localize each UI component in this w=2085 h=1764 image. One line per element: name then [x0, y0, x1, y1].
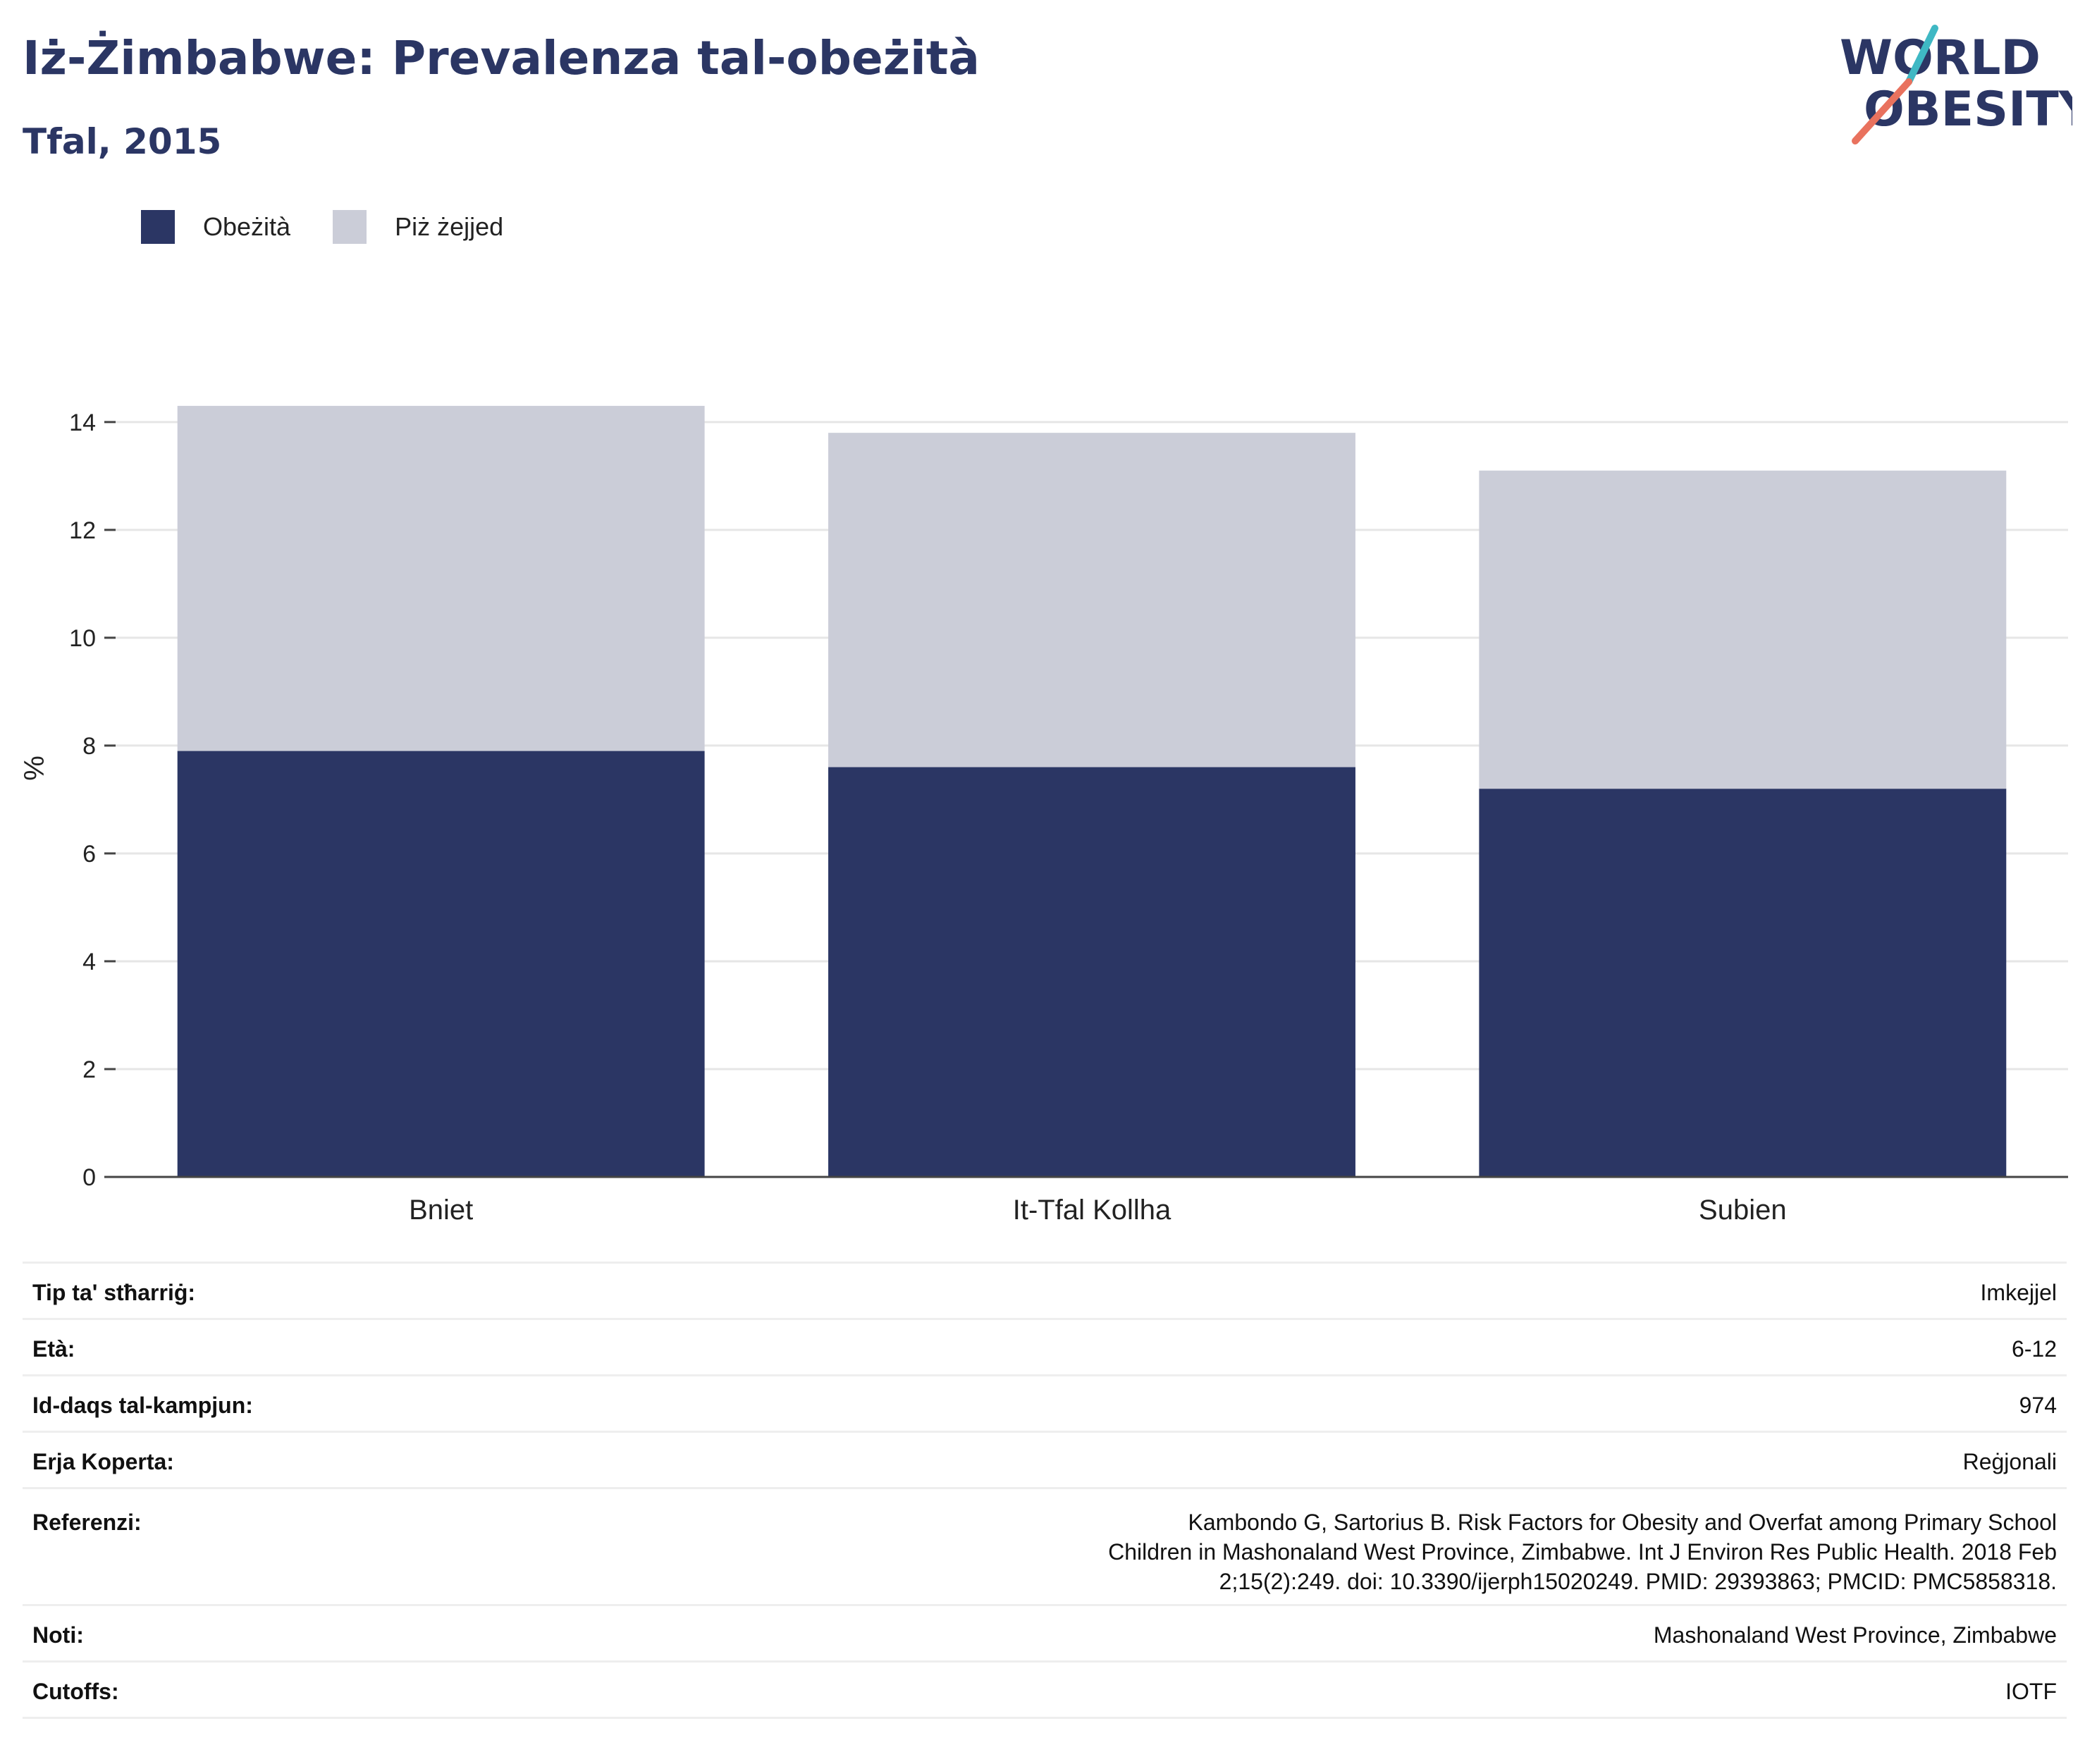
y-tick-label: 2 — [82, 1056, 96, 1083]
legend-item-obese[interactable]: Obeżità — [141, 210, 290, 244]
bar-obese — [177, 751, 705, 1177]
details-row: Età: 6-12 — [23, 1319, 2067, 1376]
bar-overweight — [177, 405, 705, 751]
logo-slash-top — [1905, 25, 1938, 85]
details-value: Kambondo G, Sartorius B. Risk Factors fo… — [1108, 1510, 2057, 1594]
x-tick-label: Bniet — [409, 1195, 473, 1226]
details-label: Referenzi: — [32, 1510, 142, 1535]
x-tick-label: Subien — [1699, 1195, 1787, 1226]
logo-slash-bottom — [1852, 78, 1912, 144]
legend-item-overweight[interactable]: Piż żejjed — [333, 210, 503, 244]
details-row: Referenzi: Kambondo G, Sartorius B. Risk … — [23, 1488, 2067, 1605]
details-value: 6-12 — [2011, 1336, 2057, 1362]
details-value: 974 — [2019, 1393, 2057, 1418]
y-tick-label: 14 — [69, 409, 96, 436]
details-label: Erja Koperta: — [32, 1449, 174, 1474]
bar-overweight — [1479, 470, 2007, 789]
logo-text-world: WORLD — [1840, 30, 2041, 86]
y-tick-label: 0 — [82, 1164, 96, 1191]
chart-subtitle: Tfal, 2015 — [23, 121, 222, 162]
details-value: Reġjonali — [1962, 1449, 2057, 1474]
details-label: Tip ta' stħarriġ: — [32, 1280, 196, 1305]
y-tick-label: 4 — [82, 949, 96, 975]
details-row: Id-daqs tal-kampjun: 974 — [23, 1375, 2067, 1432]
details-value: Imkejjel — [1980, 1280, 2057, 1305]
bar-obese — [1479, 789, 2007, 1177]
survey-details-table: Tip ta' stħarriġ: Imkejjel Età: 6-12 Id-daqs… — [23, 1262, 2067, 1719]
details-value: Mashonaland West Province, Zimbabwe — [1653, 1622, 2057, 1648]
bar-overweight — [828, 433, 1355, 767]
legend-swatch-overweight — [333, 210, 367, 244]
details-row: Erja Koperta: Reġjonali — [23, 1431, 2067, 1488]
details-row: Cutoffs: IOTF — [23, 1661, 2067, 1718]
details-value: IOTF — [2005, 1679, 2057, 1704]
legend-label-obese: Obeżità — [203, 212, 291, 241]
y-tick-label: 12 — [69, 517, 96, 544]
x-tick-label: It-Tfal Kollha — [1013, 1195, 1171, 1226]
y-tick-label: 8 — [82, 733, 96, 760]
world-obesity-logo: WORLD OBESITY — [1840, 25, 2072, 144]
details-label: Età: — [32, 1336, 75, 1362]
legend-swatch-obese — [141, 210, 175, 244]
details-label: Cutoffs: — [32, 1679, 119, 1704]
y-tick-label: 6 — [82, 841, 96, 868]
details-row: Tip ta' stħarriġ: Imkejjel — [23, 1262, 2067, 1319]
legend: Obeżità Piż żejjed — [141, 210, 546, 244]
details-label: Id-daqs tal-kampjun: — [32, 1393, 253, 1418]
bar-obese — [828, 767, 1355, 1177]
stacked-bar-chart: 0 2 4 6 8 10 12 14 Bniet It-Tfal Kollha Subien% — [19, 405, 2068, 1226]
y-axis-label: % — [19, 755, 50, 781]
legend-label-overweight: Piż żejjed — [395, 212, 504, 241]
details-label: Noti: — [32, 1622, 84, 1648]
chart-title: Iż-Żimbabwe: Prevalenza tal-obeżità — [23, 31, 980, 85]
details-row: Noti: Mashonaland West Province, Zimbabwe — [23, 1605, 2067, 1662]
y-tick-label: 10 — [69, 625, 96, 652]
